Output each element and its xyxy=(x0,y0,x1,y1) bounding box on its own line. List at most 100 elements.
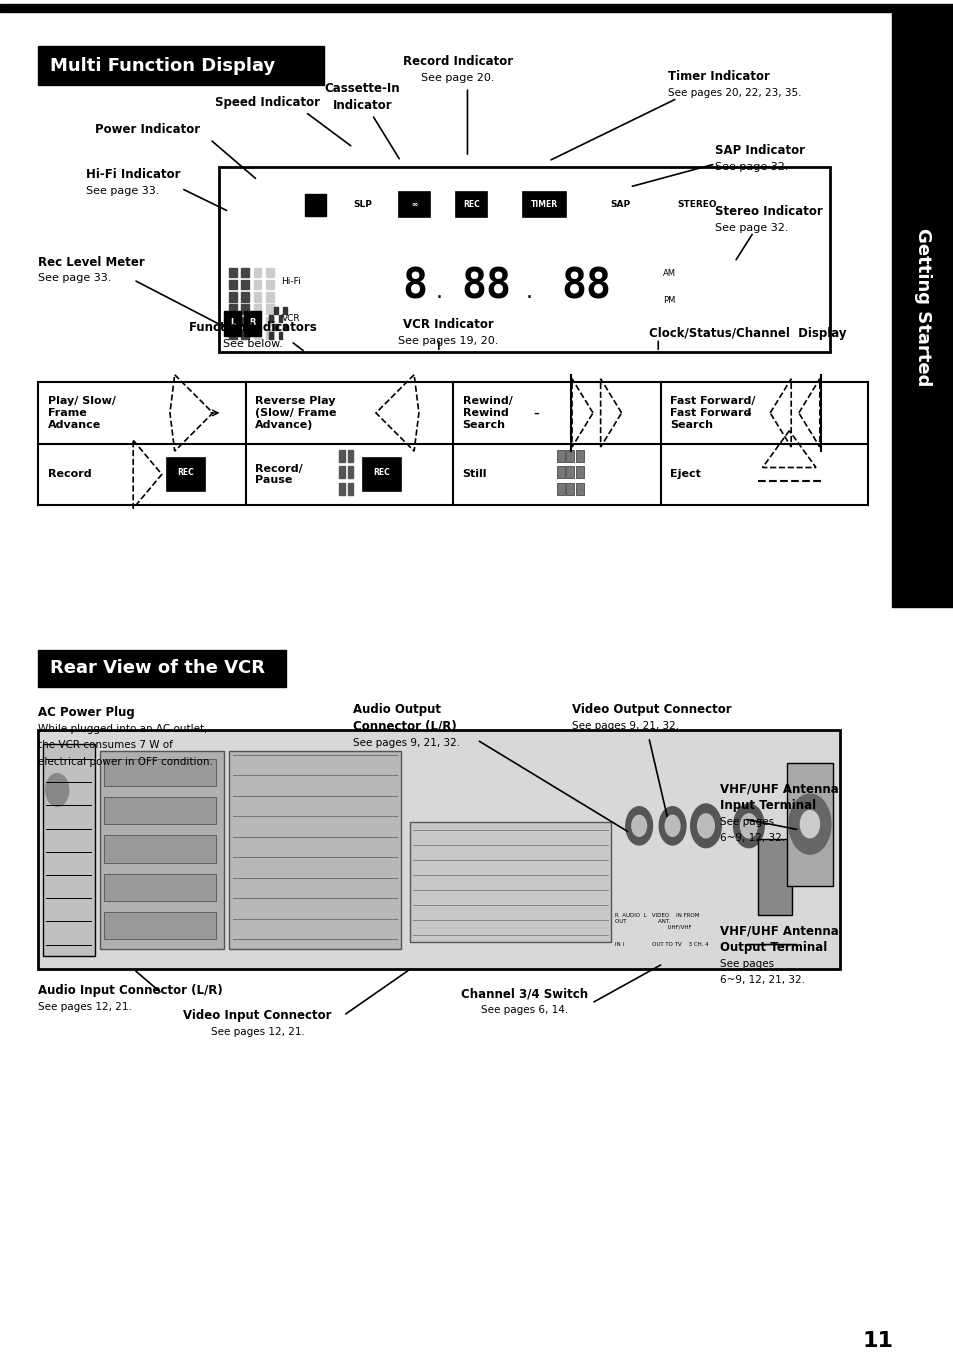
Text: Record/
Pause: Record/ Pause xyxy=(255,464,303,485)
Bar xyxy=(43,744,95,956)
Text: Channel 3/4 Switch: Channel 3/4 Switch xyxy=(460,987,588,1001)
Bar xyxy=(229,751,400,949)
Text: Play/ Slow/
Frame
Advance: Play/ Slow/ Frame Advance xyxy=(48,396,115,430)
Bar xyxy=(241,304,249,314)
Text: Hi-Fi Indicator: Hi-Fi Indicator xyxy=(86,168,180,182)
Text: TIMER: TIMER xyxy=(530,201,558,209)
Text: Record Indicator: Record Indicator xyxy=(402,55,513,68)
Circle shape xyxy=(697,814,714,838)
Text: AM: AM xyxy=(662,269,676,277)
Bar xyxy=(104,797,215,824)
Text: Function Indicators: Function Indicators xyxy=(189,321,316,334)
Bar xyxy=(269,315,273,322)
Text: SAP: SAP xyxy=(610,201,630,209)
Bar xyxy=(219,167,829,352)
Circle shape xyxy=(733,804,763,848)
Bar xyxy=(522,192,565,217)
Bar xyxy=(274,307,277,314)
Bar xyxy=(347,483,353,495)
Text: See pages: See pages xyxy=(720,958,774,969)
Text: -: - xyxy=(744,404,750,422)
Text: SAP Indicator: SAP Indicator xyxy=(715,143,804,157)
Text: ·: · xyxy=(525,288,533,307)
Text: SLP: SLP xyxy=(353,201,372,209)
Bar xyxy=(278,315,282,322)
Text: PM: PM xyxy=(662,296,675,304)
Text: Fast Forward/
Fast Forward
Search: Fast Forward/ Fast Forward Search xyxy=(669,396,755,430)
Text: VCR: VCR xyxy=(281,314,300,322)
Text: Speed Indicator: Speed Indicator xyxy=(214,96,319,109)
Bar xyxy=(566,483,574,495)
Bar xyxy=(104,835,215,863)
Text: Cassette-In: Cassette-In xyxy=(324,82,400,96)
Bar xyxy=(38,730,839,969)
Bar xyxy=(283,307,287,314)
Bar xyxy=(244,311,261,336)
Circle shape xyxy=(631,815,646,837)
Text: R  AUDIO  L   VIDEO    IN FROM
OUT                  ANT.
                       : R AUDIO L VIDEO IN FROM OUT ANT. xyxy=(615,913,699,930)
Bar xyxy=(104,759,215,786)
Text: Indicator: Indicator xyxy=(333,98,392,112)
Text: Record: Record xyxy=(48,470,91,479)
Bar xyxy=(758,839,791,915)
Text: 88: 88 xyxy=(561,266,611,307)
Bar xyxy=(229,329,236,339)
Circle shape xyxy=(788,794,830,854)
Bar xyxy=(0,4,953,12)
Text: Reverse Play
(Slow/ Frame
Advance): Reverse Play (Slow/ Frame Advance) xyxy=(255,396,336,430)
Bar xyxy=(338,467,344,479)
Bar xyxy=(266,280,274,289)
Bar xyxy=(266,329,274,339)
Text: 6~9, 12, 21, 32.: 6~9, 12, 21, 32. xyxy=(720,975,804,986)
Circle shape xyxy=(46,774,69,807)
Bar xyxy=(305,194,326,216)
Bar xyxy=(566,467,574,479)
Bar xyxy=(338,483,344,495)
Text: Rear View of the VCR: Rear View of the VCR xyxy=(50,659,264,677)
Bar xyxy=(266,317,274,326)
Bar xyxy=(557,483,564,495)
Text: Multi Function Display: Multi Function Display xyxy=(50,56,274,75)
Text: ·: · xyxy=(435,288,442,307)
Text: See page 32.: See page 32. xyxy=(715,161,788,172)
Text: VHF/UHF Antenna: VHF/UHF Antenna xyxy=(720,924,838,938)
Bar xyxy=(229,317,236,326)
Text: See pages 20, 22, 23, 35.: See pages 20, 22, 23, 35. xyxy=(667,87,801,98)
Bar xyxy=(229,304,236,314)
Text: 11: 11 xyxy=(862,1331,892,1351)
Text: Getting Started: Getting Started xyxy=(913,228,931,386)
Text: See pages 9, 21, 32.: See pages 9, 21, 32. xyxy=(353,737,459,748)
Bar xyxy=(241,280,249,289)
Bar xyxy=(278,332,282,339)
Text: Audio Input Connector (L/R): Audio Input Connector (L/R) xyxy=(38,984,223,998)
Text: STEREO: STEREO xyxy=(677,201,717,209)
Text: REC: REC xyxy=(374,468,390,478)
Text: Audio Output: Audio Output xyxy=(353,703,440,717)
Text: Stereo Indicator: Stereo Indicator xyxy=(715,205,822,218)
Text: Rewind/
Rewind
Search: Rewind/ Rewind Search xyxy=(462,396,512,430)
Text: Power Indicator: Power Indicator xyxy=(95,123,200,136)
Text: See pages 12, 21.: See pages 12, 21. xyxy=(38,1002,132,1013)
Bar xyxy=(224,311,241,336)
Text: While plugged into an AC outlet,: While plugged into an AC outlet, xyxy=(38,723,208,734)
Text: VCR Indicator: VCR Indicator xyxy=(402,318,494,332)
Text: VHF/UHF Antenna: VHF/UHF Antenna xyxy=(720,782,838,796)
Bar xyxy=(456,192,487,217)
Bar xyxy=(104,874,215,901)
Bar xyxy=(398,192,430,217)
Text: See pages 6, 14.: See pages 6, 14. xyxy=(480,1005,568,1016)
Text: IN I                OUT TO TV    3 CH. 4: IN I OUT TO TV 3 CH. 4 xyxy=(615,942,708,947)
Bar xyxy=(104,912,215,939)
Bar xyxy=(253,329,261,339)
Text: the VCR consumes 7 W of: the VCR consumes 7 W of xyxy=(38,740,172,751)
Bar xyxy=(167,459,205,491)
Text: See pages 19, 20.: See pages 19, 20. xyxy=(397,336,498,347)
Text: Connector (L/R): Connector (L/R) xyxy=(353,719,456,733)
Text: 8: 8 xyxy=(402,266,427,307)
Bar xyxy=(229,268,236,277)
Text: See page 20.: See page 20. xyxy=(420,72,495,83)
Text: Video Output Connector: Video Output Connector xyxy=(572,703,731,717)
Text: Still: Still xyxy=(462,470,487,479)
Bar xyxy=(283,324,287,330)
Bar xyxy=(362,459,400,491)
